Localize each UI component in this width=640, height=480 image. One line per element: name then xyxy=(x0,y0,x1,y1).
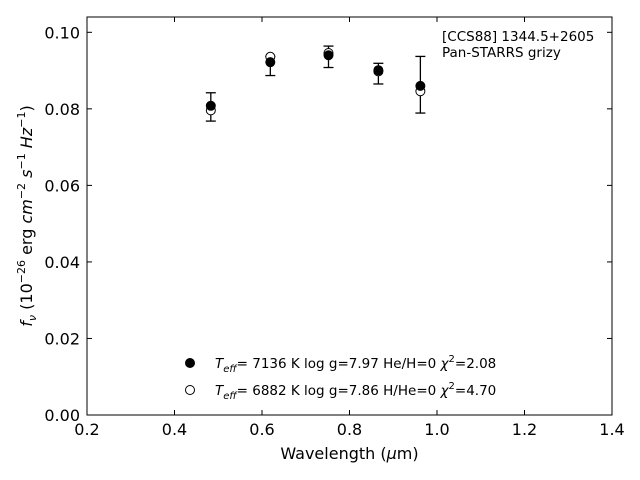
model-point-filled xyxy=(265,57,276,68)
y-axis-title: fν (10−26 erg cm−2 s−1 Hz−1) xyxy=(15,105,39,326)
legend-entry-filled: Teff= 7136 K log g=7.97 He/H=0 χ2=2.08 xyxy=(215,354,496,375)
x-tick-label: 0.4 xyxy=(162,420,187,439)
x-tick-label: 0.6 xyxy=(249,420,274,439)
model-point-filled xyxy=(205,100,216,111)
x-axis-title: Wavelength (μm) xyxy=(280,444,418,463)
data-marks xyxy=(205,45,426,122)
annotation: [CCS88] 1344.5+2605 Pan-STARRS grizy xyxy=(442,29,594,61)
y-tick-label: 0.04 xyxy=(44,253,80,272)
legend-entry-open: Teff= 6882 K log g=7.86 H/He=0 χ2=4.70 xyxy=(215,381,496,402)
annotation-line-1: [CCS88] 1344.5+2605 xyxy=(442,29,594,45)
model-point-filled xyxy=(415,80,426,91)
x-tick-label: 1.2 xyxy=(512,420,537,439)
y-tick-label: 0.08 xyxy=(44,100,80,119)
x-tick-label: 1.4 xyxy=(599,420,624,439)
model-point-filled xyxy=(373,65,384,76)
model-point-filled xyxy=(323,50,334,61)
y-tick-label: 0.06 xyxy=(44,176,80,195)
legend-marker-filled xyxy=(185,358,195,368)
legend: Teff= 7136 K log g=7.97 He/H=0 χ2=2.08 T… xyxy=(185,354,496,402)
y-tick-label: 0.00 xyxy=(44,406,80,425)
y-tick-label: 0.02 xyxy=(44,329,80,348)
legend-marker-open xyxy=(185,385,195,395)
axis-ticks: 0.2 0.4 0.6 0.8 1.0 1.2 1.4 0.00 0.02 0.04 0.06 0.0… xyxy=(44,17,625,439)
y-tick-label: 0.10 xyxy=(44,23,80,42)
x-tick-label: 0.8 xyxy=(337,420,362,439)
x-tick-label: 1.0 xyxy=(424,420,449,439)
annotation-line-2: Pan-STARRS grizy xyxy=(442,45,561,61)
x-tick-label: 0.2 xyxy=(74,420,99,439)
